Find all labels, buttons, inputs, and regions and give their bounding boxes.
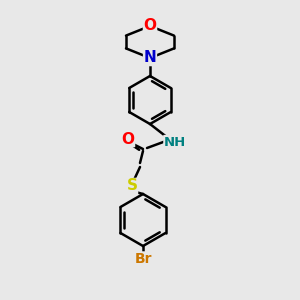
Text: S: S [127, 178, 137, 194]
Text: NH: NH [164, 136, 186, 148]
Text: O: O [122, 131, 134, 146]
Text: N: N [144, 50, 156, 65]
Text: Br: Br [134, 252, 152, 266]
Text: O: O [143, 19, 157, 34]
